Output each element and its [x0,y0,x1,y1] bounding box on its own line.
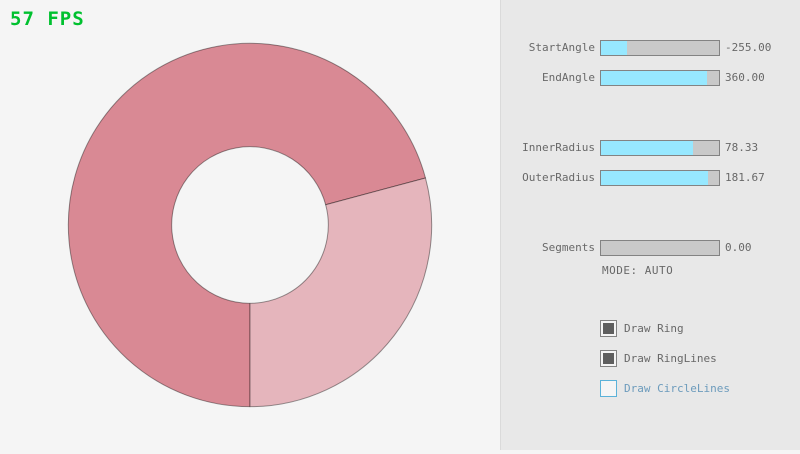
check-mark-icon [603,353,614,364]
slider-inner-radius-track[interactable] [600,140,720,156]
checkbox-draw-circlelines-box[interactable] [600,380,617,397]
mode-label: MODE: AUTO [602,264,674,277]
slider-end-angle-fill [601,71,708,85]
slider-end-angle-value: 360.00 [725,71,765,84]
slider-end-angle-track[interactable] [600,70,720,86]
slider-outer-radius-fill [601,171,709,185]
checkbox-draw-ring-box[interactable] [600,320,617,337]
slider-segments-label: Segments [542,241,595,254]
slider-start-angle-label: StartAngle [528,41,595,54]
panel-divider [500,0,501,450]
slider-inner-radius: InnerRadius 78.33 [500,140,800,156]
slider-outer-radius-label: OuterRadius [522,171,595,184]
ring-segment-overlap [67,42,427,408]
slider-start-angle-track[interactable] [600,40,720,56]
slider-end-angle: EndAngle 360.00 [500,70,800,86]
slider-start-angle-value: -255.00 [725,41,772,54]
slider-inner-radius-value: 78.33 [725,141,759,154]
check-mark-icon [603,323,614,334]
slider-start-angle: StartAngle -255.00 [500,40,800,56]
slider-segments-track[interactable] [600,240,720,256]
slider-outer-radius-value: 181.67 [725,171,765,184]
slider-start-angle-fill [601,41,627,55]
ring-canvas [67,42,433,408]
slider-end-angle-label: EndAngle [542,71,595,84]
checkbox-draw-ringlines-box[interactable] [600,350,617,367]
control-panel: StartAngle -255.00 EndAngle 360.00 Inner… [500,0,800,450]
checkbox-draw-ring-label: Draw Ring [624,322,684,335]
slider-segments-value: 0.00 [725,241,752,254]
slider-outer-radius: OuterRadius 181.67 [500,170,800,186]
slider-inner-radius-label: InnerRadius [522,141,595,154]
fps-counter: 57 FPS [10,8,85,30]
checkbox-draw-ringlines-label: Draw RingLines [624,352,717,365]
ring-svg [67,42,433,408]
slider-outer-radius-track[interactable] [600,170,720,186]
slider-inner-radius-fill [601,141,694,155]
checkbox-draw-circlelines-label: Draw CircleLines [624,382,730,395]
slider-segments: Segments 0.00 [500,240,800,256]
ring-segment-single [249,177,433,408]
